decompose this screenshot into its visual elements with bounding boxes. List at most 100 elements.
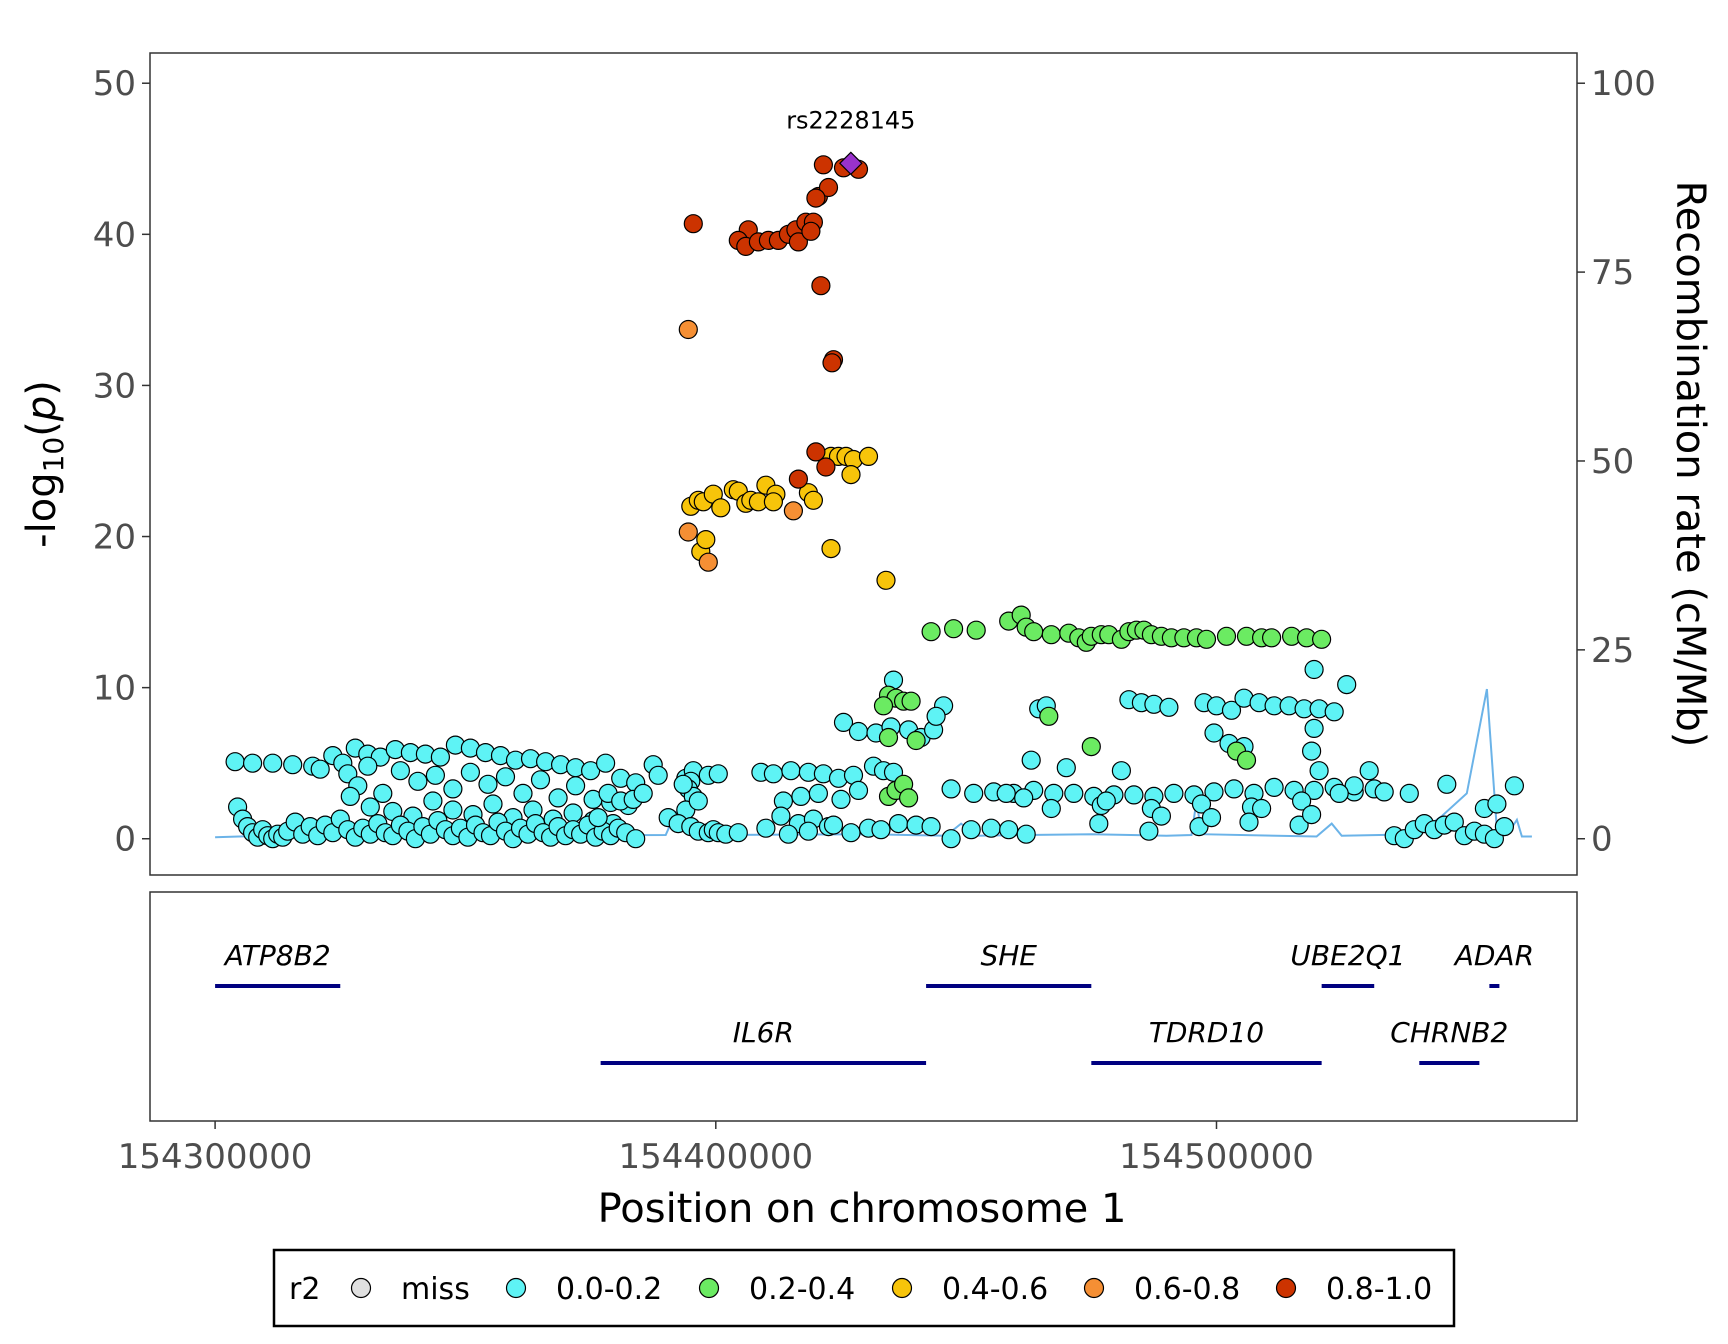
snp-point-r2-0.0-0.2: [648, 765, 668, 785]
y-tick-label: 30: [93, 366, 136, 406]
snp-point-r2-0.0-0.2: [999, 820, 1019, 840]
snp-point-r2-0.0-0.2: [1159, 697, 1179, 717]
snp-point-r2-0.4-0.6: [876, 570, 896, 590]
snp-point-r2-0.0-0.2: [1191, 794, 1212, 814]
snp-point-r2-0.2-0.4: [1039, 706, 1059, 726]
snp-point-r2-0.2-0.4: [906, 730, 926, 751]
snp-point-r2-0.0-0.2: [1374, 782, 1394, 802]
y2-tick-label: 0: [1591, 820, 1613, 860]
snp-point-r2-0.4-0.6: [858, 446, 879, 466]
snp-point-r2-0.4-0.6: [803, 490, 824, 510]
y-tick-label: 50: [93, 64, 136, 104]
y2-axis: 0 25 50 75 100: [1577, 64, 1656, 860]
gene-label-ATP8B2: ATP8B2: [223, 939, 331, 972]
snp-point-r2-0.0-0.2: [848, 780, 869, 801]
snp-point-r2-0.0-0.2: [688, 791, 708, 811]
snp-point-r2-0.0-0.2: [771, 806, 791, 826]
snp-point-r2-0.0-0.2: [1204, 723, 1224, 743]
snp-point-r2-0.8-1.0: [801, 221, 821, 241]
snp-point-r2-0.0-0.2: [1291, 791, 1312, 811]
snp-point-r2-0.0-0.2: [1437, 774, 1457, 794]
snp-point-r2-0.0-0.2: [1399, 783, 1419, 804]
snp-point-r2-0.0-0.2: [1359, 761, 1379, 781]
snp-point-r2-0.0-0.2: [495, 767, 516, 787]
snp-point-r2-0.0-0.2: [1139, 821, 1159, 841]
legend-label: 0.0-0.2: [556, 1272, 662, 1307]
snp-point-r2-0.8-1.0: [816, 457, 836, 477]
snp-point-r2-0.0-0.2: [443, 800, 463, 820]
snp-point-r2-0.0-0.2: [595, 753, 616, 773]
snp-point-r2-0.0-0.2: [1224, 779, 1244, 799]
snp-point-r2-0.0-0.2: [530, 770, 551, 790]
snp-point-r2-0.0-0.2: [781, 761, 801, 781]
snp-point-r2-0.0-0.2: [263, 753, 283, 773]
lead-snp-layer: rs2228145: [786, 106, 915, 176]
snp-point-r2-0.0-0.2: [588, 807, 608, 828]
snp-point-r2-0.2-0.4: [1041, 625, 1061, 645]
y-tick-label: 40: [93, 215, 136, 255]
snp-point-r2-0.0-0.2: [1014, 788, 1034, 808]
snp-point-r2-0.2-0.4: [943, 619, 964, 639]
snp-point-r2-0.4-0.6: [696, 529, 716, 550]
snp-point-r2-0.6-0.8: [783, 501, 804, 521]
y-tick-label: 20: [93, 518, 136, 558]
snp-point-r2-0.0-0.2: [483, 794, 503, 814]
snp-point-r2-0.2-0.4: [1024, 622, 1044, 642]
snp-point-r2-0.0-0.2: [1304, 780, 1324, 801]
y-axis-title-open-paren: (: [19, 421, 65, 437]
snp-point-r2-0.0-0.2: [310, 759, 330, 779]
snp-point-r2-0.8-1.0: [788, 469, 809, 489]
snp-point-r2-0.0-0.2: [443, 779, 463, 799]
snp-point-r2-0.0-0.2: [283, 755, 303, 775]
x-axis: 154300000 154400000 154500000: [118, 1121, 1314, 1177]
snp-point-r2-0.0-0.2: [848, 721, 869, 742]
legend-box: [272, 1248, 1456, 1328]
legend-items: miss 0.0-0.2 0.2-0.4 0.4-0.6 0.6-0.8 0.8-1.0: [350, 1272, 1432, 1307]
association-points-layer: [225, 155, 1525, 849]
snp-point-r2-0.4-0.6: [821, 538, 841, 559]
y-tick-label: 0: [114, 820, 136, 860]
snp-point-r2-0.0-0.2: [1344, 776, 1364, 796]
legend-label: 0.6-0.8: [1134, 1272, 1240, 1307]
snp-point-r2-0.0-0.2: [841, 823, 861, 843]
snp-point-r2-0.0-0.2: [778, 824, 799, 844]
gene-label-IL6R: IL6R: [733, 1016, 794, 1049]
snp-point-r2-0.0-0.2: [225, 752, 245, 772]
snp-point-r2-0.0-0.2: [1494, 816, 1515, 837]
snp-point-r2-0.0-0.2: [373, 783, 393, 804]
snp-point-r2-0.4-0.6: [763, 492, 784, 512]
snp-point-r2-0.0-0.2: [964, 783, 984, 804]
snp-point-r2-0.2-0.4: [898, 788, 919, 808]
snp-point-r2-0.6-0.8: [698, 552, 718, 572]
snp-point-r2-0.0-0.2: [808, 783, 829, 804]
snp-point-r2-0.0-0.2: [1304, 659, 1324, 680]
snp-point-r2-0.0-0.2: [1064, 783, 1084, 804]
snp-point-r2-0.0-0.2: [888, 813, 909, 834]
y-axis-title-p: p: [19, 396, 65, 422]
gene-panel-frame: [149, 891, 1578, 1122]
snp-point-r2-0.2-0.4: [878, 727, 899, 748]
snp-point-r2-0.0-0.2: [1324, 702, 1344, 722]
y-tick-label: 10: [93, 669, 136, 709]
snp-point-r2-0.0-0.2: [565, 776, 586, 796]
snp-point-r2-0.2-0.4: [1216, 626, 1237, 646]
x-tick-label: 154500000: [1119, 1137, 1314, 1177]
snp-point-r2-0.0-0.2: [791, 786, 811, 807]
snp-point-r2-0.0-0.2: [1111, 761, 1132, 781]
snp-point-r2-0.0-0.2: [673, 774, 693, 794]
snp-point-r2-0.0-0.2: [513, 783, 533, 804]
snp-point-r2-0.6-0.8: [678, 522, 698, 542]
snp-point-r2-0.0-0.2: [390, 761, 410, 781]
lead-snp-diamond: [838, 151, 863, 176]
legend-label: miss: [401, 1272, 470, 1307]
snp-point-r2-0.8-1.0: [822, 353, 842, 373]
y2-tick-label: 100: [1591, 64, 1656, 104]
snp-point-r2-0.0-0.2: [1289, 815, 1309, 835]
snp-point-r2-0.0-0.2: [1301, 741, 1322, 761]
snp-point-r2-0.0-0.2: [580, 761, 601, 781]
y-axis-title-close-paren: ): [19, 380, 65, 396]
snp-point-r2-0.0-0.2: [1504, 776, 1525, 796]
snp-point-r2-0.0-0.2: [708, 764, 728, 784]
snp-point-r2-0.0-0.2: [996, 783, 1016, 804]
